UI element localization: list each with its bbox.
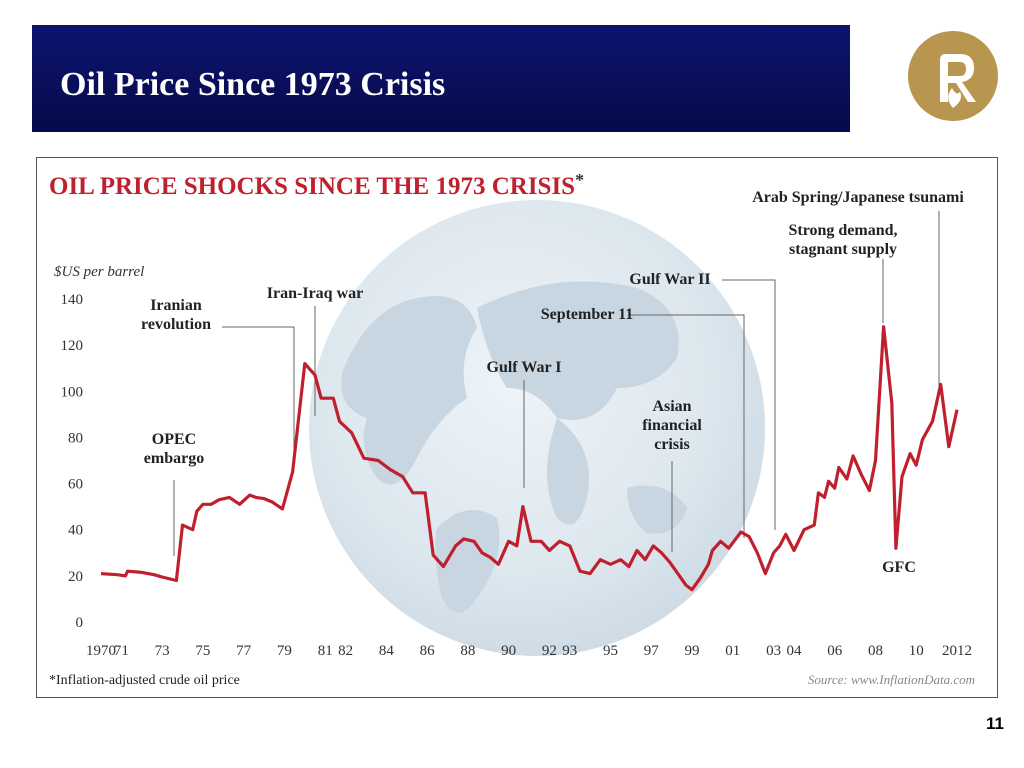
annotation-gulf2: Gulf War II xyxy=(629,271,710,288)
annotation-asian: Asian financial crisis xyxy=(642,398,702,453)
annotation-line: Asian xyxy=(652,398,691,415)
x-tick-label: 01 xyxy=(725,643,740,659)
x-tick-label: 99 xyxy=(685,643,700,659)
oil-price-chart: OIL PRICE SHOCKS SINCE THE 1973 CRISIS* … xyxy=(49,170,975,688)
x-tick-label: 97 xyxy=(644,643,660,659)
y-tick-label: 100 xyxy=(61,384,84,400)
x-tick-label: 81 xyxy=(318,643,333,659)
x-tick-label: 93 xyxy=(562,643,577,659)
chart-notes: *Inflation-adjusted crude oil price Sourc… xyxy=(49,672,975,688)
chart-source: Source: www.InflationData.com xyxy=(808,672,975,687)
chart-title-asterisk: * xyxy=(575,170,584,190)
chart-footnote: *Inflation-adjusted crude oil price xyxy=(49,673,240,688)
page-number: 11 xyxy=(986,714,1004,733)
annotation-line: stagnant supply xyxy=(789,241,897,258)
x-tick-label: 82 xyxy=(338,643,353,659)
x-tick-label: 71 xyxy=(114,643,129,659)
annotation-line: Arab Spring/Japanese tsunami xyxy=(752,189,964,206)
y-tick-label: 40 xyxy=(68,523,83,539)
annotation-line: September 11 xyxy=(541,306,634,323)
x-tick-label: 92 xyxy=(542,643,557,659)
x-tick-label: 75 xyxy=(195,643,210,659)
x-tick-label: 86 xyxy=(420,643,436,659)
annotation-line: Gulf War I xyxy=(487,359,562,376)
y-axis-label: $US per barrel xyxy=(54,264,144,280)
x-tick-label: 03 xyxy=(766,643,781,659)
annotation-line: Gulf War II xyxy=(629,271,710,288)
annotation-opec: OPEC embargo xyxy=(144,431,204,467)
annotation-line: revolution xyxy=(141,316,211,333)
reliance-logo-icon xyxy=(906,30,1000,122)
x-tick-label: 88 xyxy=(460,643,475,659)
x-tick-label: 08 xyxy=(868,643,883,659)
chart-frame: OIL PRICE SHOCKS SINCE THE 1973 CRISIS* … xyxy=(36,157,998,698)
annotation-leader-iranian xyxy=(222,326,295,450)
chart-series xyxy=(100,325,959,592)
chart-title: OIL PRICE SHOCKS SINCE THE 1973 CRISIS* xyxy=(49,170,584,200)
annotation-leader-gulf2 xyxy=(722,279,776,530)
x-tick-label: 77 xyxy=(236,643,252,659)
y-tick-label: 120 xyxy=(61,338,84,354)
annotation-line: crisis xyxy=(654,436,690,453)
annotation-line: Strong demand, xyxy=(788,222,897,239)
annotation-leader-sept11 xyxy=(629,314,745,538)
x-tick-label: 10 xyxy=(909,643,924,659)
x-tick-label: 95 xyxy=(603,643,618,659)
annotation-line: Iranian xyxy=(150,297,202,314)
y-tick-label: 20 xyxy=(68,569,83,585)
x-tick-label: 04 xyxy=(786,643,802,659)
x-tick-label: 73 xyxy=(155,643,170,659)
oil-price-line xyxy=(100,325,959,592)
x-tick-label: 79 xyxy=(277,643,292,659)
annotation-demand: Strong demand, stagnant supply xyxy=(788,222,897,258)
annotation-line: GFC xyxy=(882,559,916,576)
x-tick-label: 90 xyxy=(501,643,516,659)
annotation-iraniraq: Iran-Iraq war xyxy=(267,285,363,302)
slide-title: Oil Price Since 1973 Crisis xyxy=(60,66,446,103)
chart-annotations: OPEC embargo Iranian revolution Iran-Iraq wa… xyxy=(141,189,964,576)
annotation-line: embargo xyxy=(144,450,204,467)
annotation-gulf1: Gulf War I xyxy=(487,359,562,376)
y-tick-label: 0 xyxy=(76,615,84,631)
annotation-iranian: Iranian revolution xyxy=(141,297,211,333)
x-tick-label: 1970 xyxy=(86,643,116,659)
x-tick-label: 2012 xyxy=(942,643,972,659)
chart-title-text: OIL PRICE SHOCKS SINCE THE 1973 CRISIS* xyxy=(49,170,584,200)
annotation-line: Iran-Iraq war xyxy=(267,285,363,302)
y-tick-label: 80 xyxy=(68,430,83,446)
x-tick-label: 84 xyxy=(379,643,395,659)
y-tick-label: 60 xyxy=(68,477,83,493)
annotation-line: financial xyxy=(642,417,702,434)
title-bar: Oil Price Since 1973 Crisis xyxy=(32,25,850,132)
y-tick-label: 140 xyxy=(61,292,84,308)
annotation-arab: Arab Spring/Japanese tsunami xyxy=(752,189,964,206)
annotation-line: OPEC xyxy=(152,431,196,448)
x-tick-label: 06 xyxy=(827,643,843,659)
annotation-sept11: September 11 xyxy=(541,306,634,323)
annotation-gfc: GFC xyxy=(882,559,916,576)
